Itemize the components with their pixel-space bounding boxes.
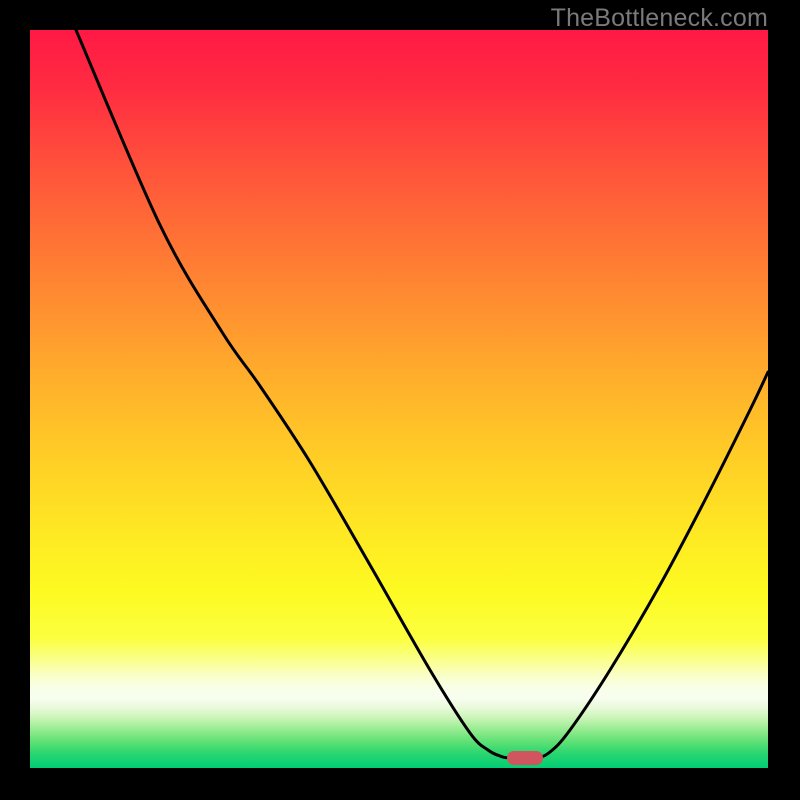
plot-area xyxy=(30,30,768,768)
watermark-text: TheBottleneck.com xyxy=(551,4,768,33)
gradient-background xyxy=(30,30,768,768)
plot-svg xyxy=(30,30,768,768)
optimum-marker xyxy=(507,751,543,765)
chart-container: TheBottleneck.com xyxy=(0,0,800,800)
